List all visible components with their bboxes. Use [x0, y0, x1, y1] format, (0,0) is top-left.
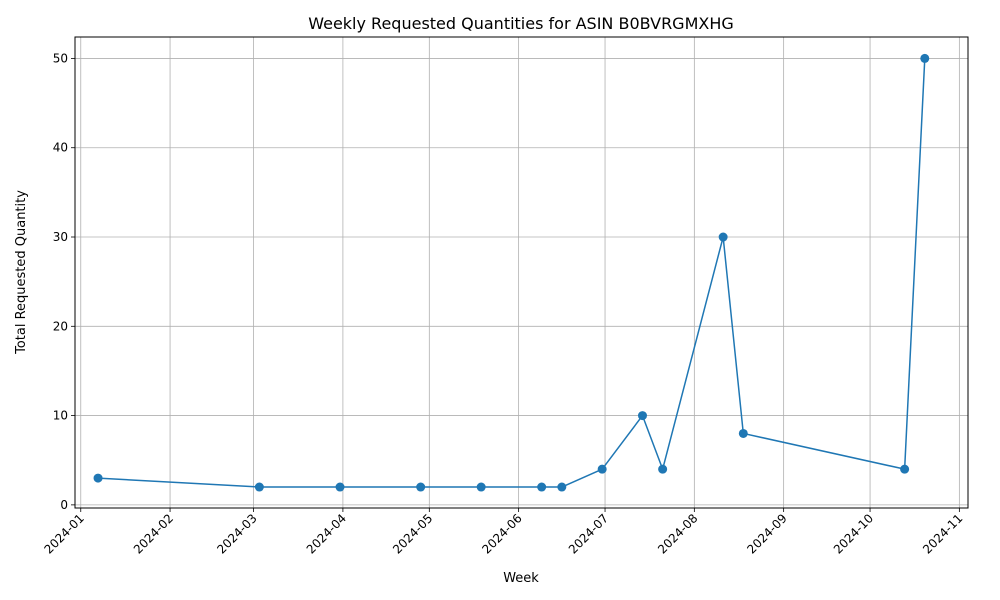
y-tick-label: 30 [53, 230, 68, 244]
data-point [637, 411, 647, 421]
data-point [335, 482, 345, 492]
data-point [738, 428, 748, 438]
y-tick-label: 40 [53, 141, 68, 155]
y-tick-label: 50 [53, 51, 68, 65]
data-point [718, 232, 728, 242]
plot-frame [74, 36, 969, 509]
data-point [658, 464, 668, 474]
data-point [416, 482, 426, 492]
data-point [920, 53, 930, 63]
data-point [537, 482, 547, 492]
data-point [557, 482, 567, 492]
series-line [98, 58, 926, 488]
data-point [900, 464, 910, 474]
y-axis-label: Total Requested Quantity [14, 190, 29, 355]
x-axis-label: Week [503, 571, 539, 586]
data-point [93, 473, 103, 483]
grid-lines [75, 37, 968, 508]
data-point [597, 464, 607, 474]
series-layer [93, 53, 930, 492]
data-point [476, 482, 486, 492]
chart-title: Weekly Requested Quantities for ASIN B0B… [308, 14, 734, 33]
y-tick-label: 10 [53, 409, 68, 423]
y-tick-label: 20 [53, 319, 68, 333]
data-point [254, 482, 264, 492]
y-tick-label: 0 [60, 498, 68, 512]
